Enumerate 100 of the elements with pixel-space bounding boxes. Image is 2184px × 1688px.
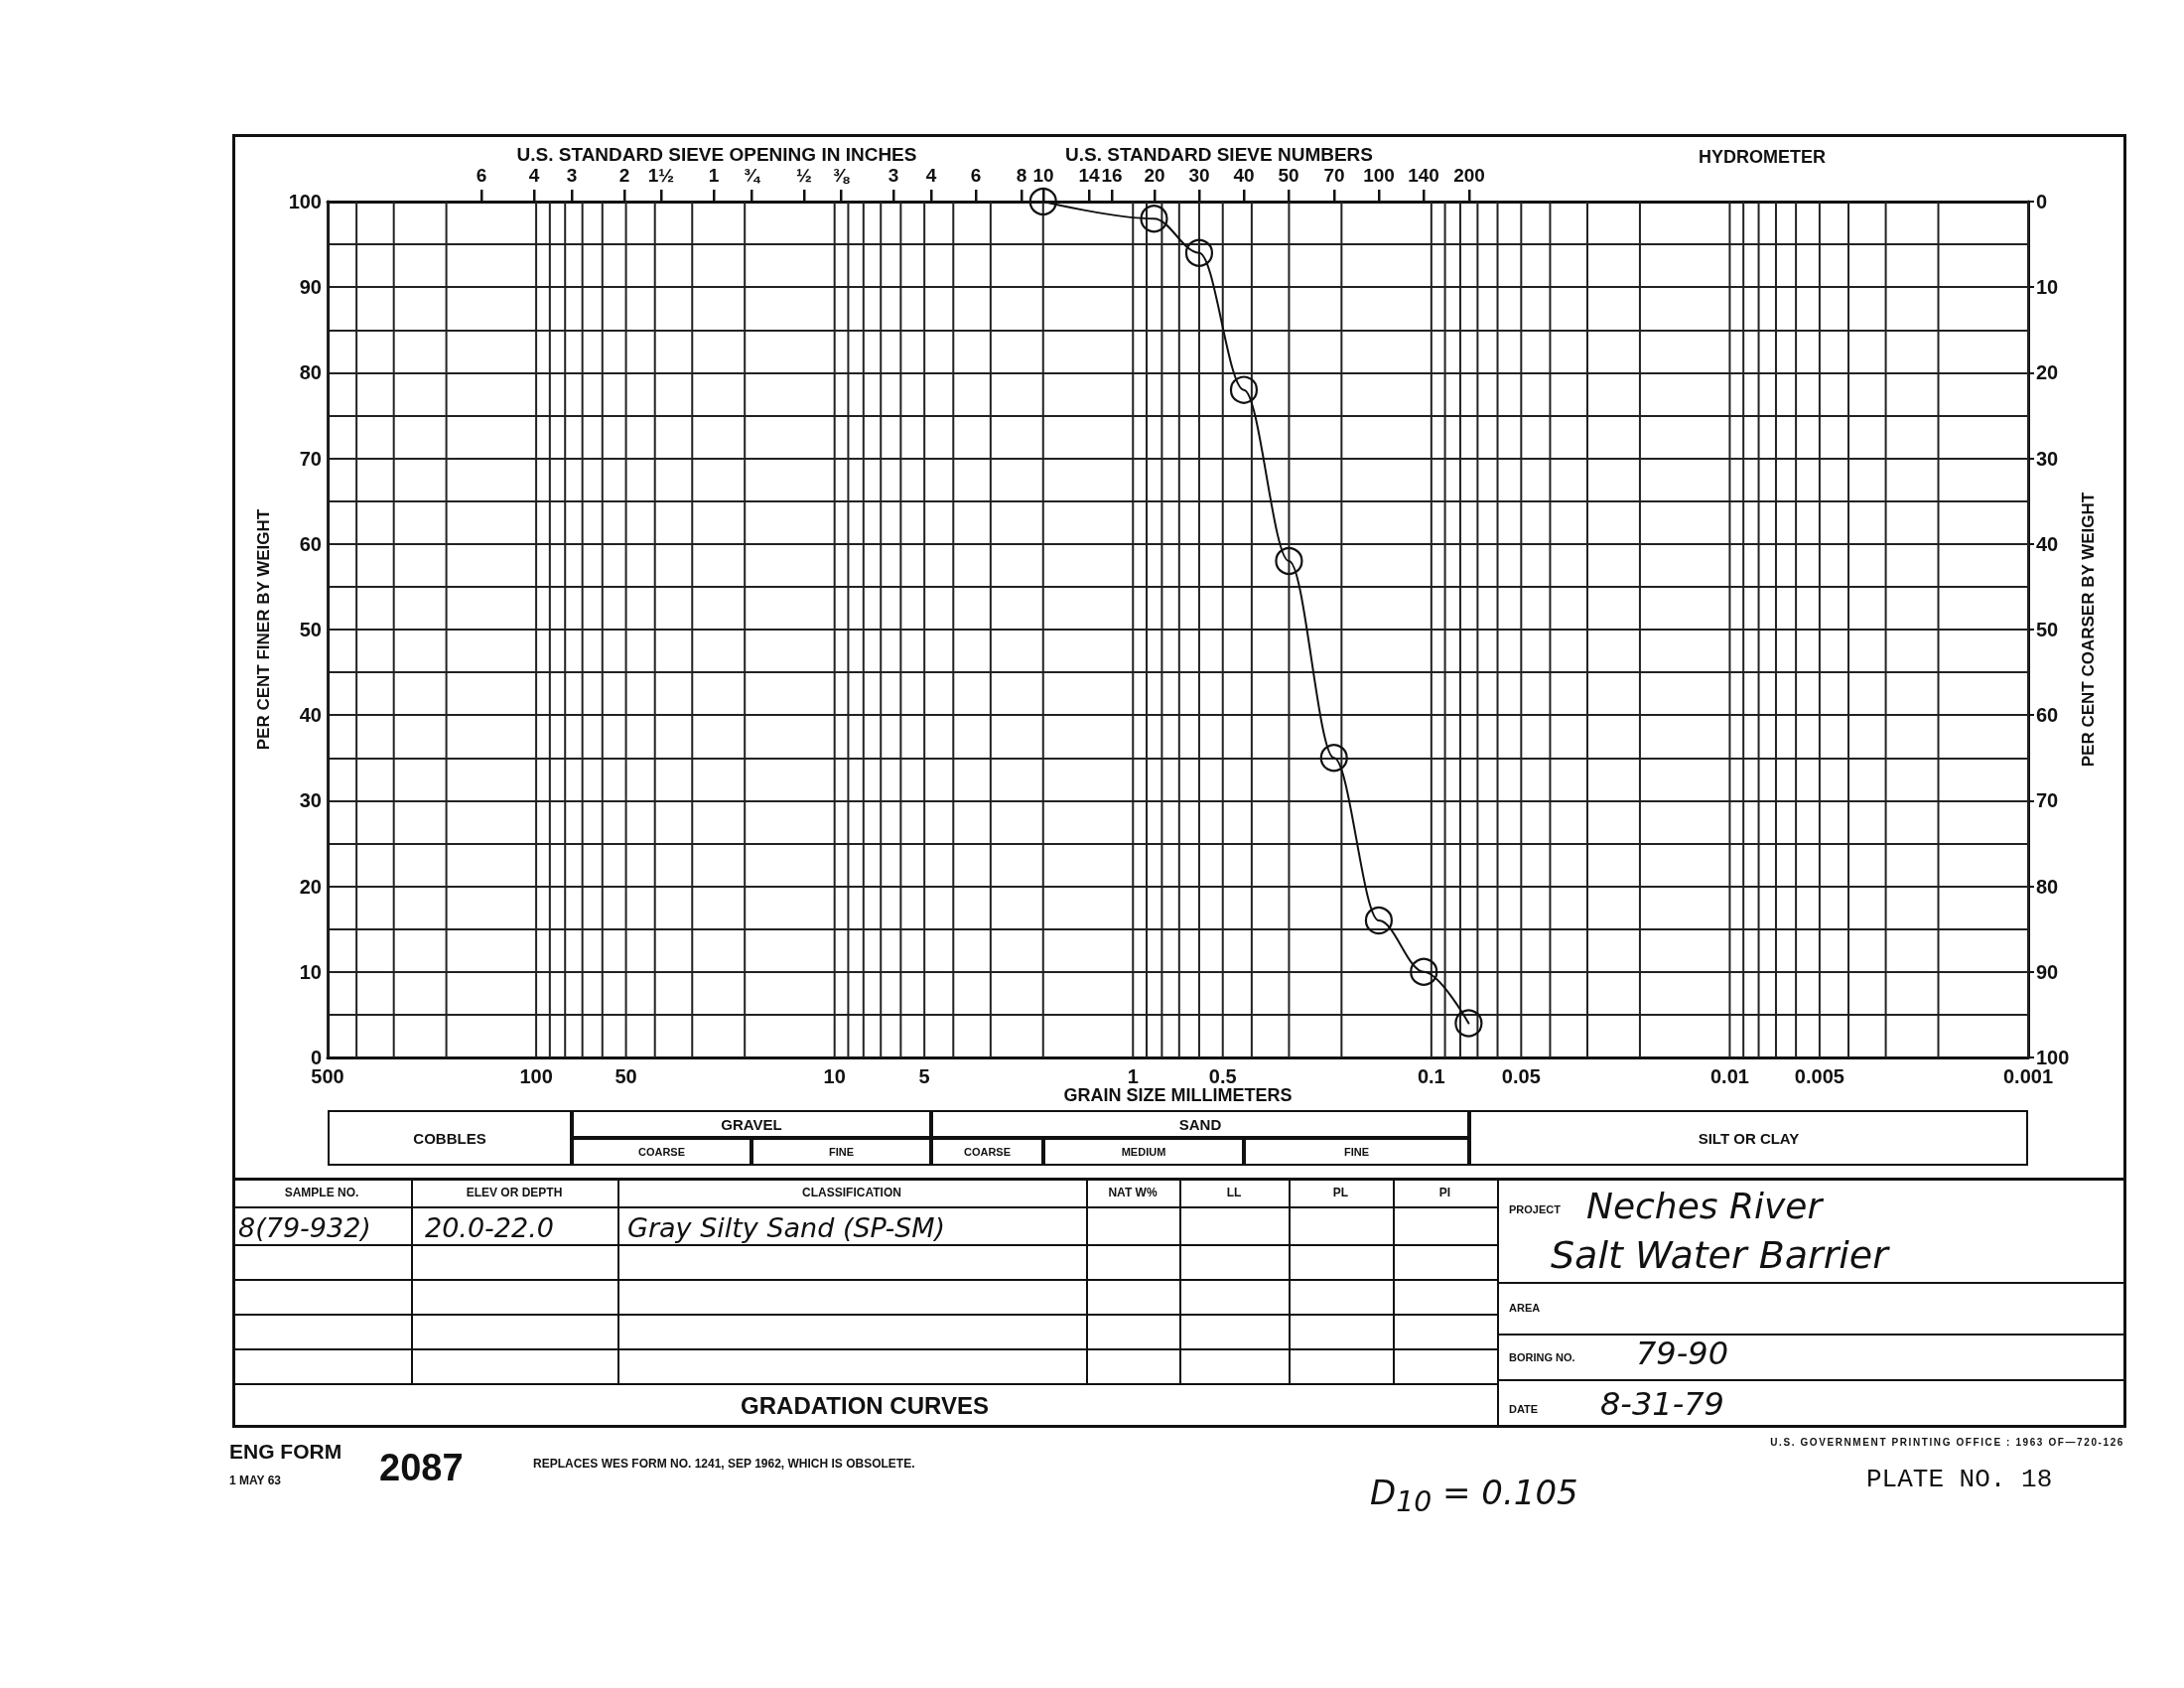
text: AREA [1509, 1302, 1541, 1314]
text: 3 [887, 165, 899, 187]
text: ½ [796, 165, 812, 187]
text: COARSE [963, 1146, 1012, 1158]
y2-axis-title: PER CENT COARSER BY WEIGHT [2079, 492, 2099, 768]
text: 2087 [379, 1446, 464, 1489]
y-tick-label: 60 [299, 532, 322, 555]
y2-tick-label: 0 [2036, 191, 2048, 212]
y-tick-label: 0 [310, 1047, 322, 1068]
text: D$_{10}$ = 0.105 [1370, 1472, 1578, 1519]
y2-tick-label: 70 [2036, 789, 2059, 812]
text: 30 [1188, 165, 1210, 187]
x-tick-label: 0.005 [1794, 1065, 1844, 1087]
y2-tick-label: 20 [2036, 361, 2059, 384]
text: Neches River [1586, 1185, 1823, 1226]
text: COBBLES [413, 1129, 486, 1147]
y-tick-label: 100 [288, 191, 322, 212]
text: ⅜ [833, 165, 849, 187]
text: 16 [1101, 165, 1123, 187]
point [1410, 957, 1438, 986]
y-tick-label: 70 [299, 447, 322, 470]
text: ENG FORM [229, 1440, 342, 1464]
x-tick-label: 0.01 [1709, 1065, 1749, 1087]
point [1275, 546, 1303, 576]
y2-tick-label: 90 [2036, 960, 2059, 983]
text: 1 MAY 63 [229, 1474, 282, 1487]
text: GRADATION CURVES [741, 1392, 989, 1420]
text: REPLACES WES FORM NO. 1241, SEP 1962, WHICH IS OBSOLETE. [533, 1457, 915, 1471]
x-tick-label: 0.001 [2002, 1065, 2054, 1087]
text: PLATE NO. 18 [1866, 1465, 2053, 1494]
text: U.S. STANDARD SIEVE NUMBERS [1064, 144, 1374, 166]
y-tick-label: 20 [299, 875, 322, 898]
y-tick-label: 80 [299, 361, 322, 384]
text: 20.0-22.0 [425, 1211, 554, 1243]
text: SAMPLE NO. [284, 1186, 359, 1199]
y-tick-label: 40 [299, 704, 322, 727]
text: 20 [1144, 165, 1165, 187]
text: 4 [925, 165, 937, 187]
x-tick-label: 0.1 [1417, 1065, 1445, 1087]
text: 70 [1323, 165, 1345, 187]
y-tick-label: 10 [299, 960, 322, 983]
point [1184, 238, 1214, 267]
y2-tick-label: 50 [2036, 619, 2059, 640]
text: U.S. STANDARD SIEVE OPENING IN INCHES [516, 144, 917, 166]
text: Gray Silty Sand (SP-SM) [627, 1211, 946, 1243]
text: 10 [1032, 165, 1054, 187]
text: FINE [828, 1146, 855, 1158]
text: PL [1332, 1186, 1349, 1199]
text: 200 [1453, 165, 1485, 187]
y-tick-label: 50 [299, 619, 322, 640]
text: ELEV OR DEPTH [466, 1186, 563, 1199]
y2-tick-label: 80 [2036, 875, 2059, 898]
x-tick-label: 10 [823, 1065, 846, 1087]
text: NAT W% [1108, 1186, 1158, 1199]
text: CLASSIFICATION [802, 1186, 901, 1199]
text: U.S. GOVERNMENT PRINTING OFFICE : 1963 OF—720-126 [1770, 1436, 2124, 1448]
point [1364, 906, 1394, 935]
x-tick-label: 1 [1127, 1065, 1139, 1087]
text: FINE [1343, 1146, 1370, 1158]
text: 2 [618, 165, 630, 187]
text: 14 [1078, 165, 1100, 187]
x-tick-label: 0.05 [1501, 1065, 1541, 1087]
text: DATE [1509, 1403, 1539, 1415]
y2-tick-label: 60 [2036, 704, 2059, 727]
y-axis-title: PER CENT FINER BY WEIGHT [254, 508, 273, 751]
x-tick-label: 50 [614, 1065, 637, 1087]
point [1140, 205, 1168, 233]
text: 8(79-932) [238, 1211, 371, 1243]
text: 4 [528, 165, 540, 187]
x-tick-label: 500 [311, 1065, 344, 1087]
x-axis-title: GRAIN SIZE MILLIMETERS [1063, 1085, 1293, 1105]
text: 3 [566, 165, 578, 187]
text: SAND [1178, 1115, 1222, 1133]
text: Salt Water Barrier [1551, 1233, 1888, 1277]
x-tick-label: 5 [918, 1065, 930, 1087]
point [1319, 744, 1348, 773]
x-tick-label: 0.5 [1208, 1065, 1237, 1087]
text: ¾ [744, 165, 759, 187]
y-tick-label: 30 [299, 789, 322, 812]
text: 1½ [647, 165, 675, 187]
y-tick-label: 90 [299, 276, 322, 299]
text: MEDIUM [1121, 1146, 1166, 1158]
y2-tick-label: 40 [2036, 532, 2059, 555]
text: COARSE [637, 1146, 686, 1158]
text: 8 [1016, 165, 1027, 187]
text: 1 [708, 165, 720, 187]
text: 8-31-79 [1600, 1385, 1724, 1423]
text: SILT OR CLAY [1698, 1129, 1800, 1147]
text: GRAVEL [721, 1115, 782, 1133]
text: PROJECT [1509, 1203, 1561, 1215]
y2-tick-label: 100 [2036, 1047, 2070, 1068]
text: PI [1438, 1186, 1451, 1199]
text: 40 [1233, 165, 1255, 187]
text: 79-90 [1636, 1335, 1728, 1372]
text: 50 [1278, 165, 1299, 187]
y2-tick-label: 10 [2036, 276, 2059, 299]
x-tick-label: 100 [519, 1065, 553, 1087]
text: HYDROMETER [1698, 146, 1827, 168]
text: 6 [476, 165, 487, 187]
point [1454, 1009, 1483, 1038]
